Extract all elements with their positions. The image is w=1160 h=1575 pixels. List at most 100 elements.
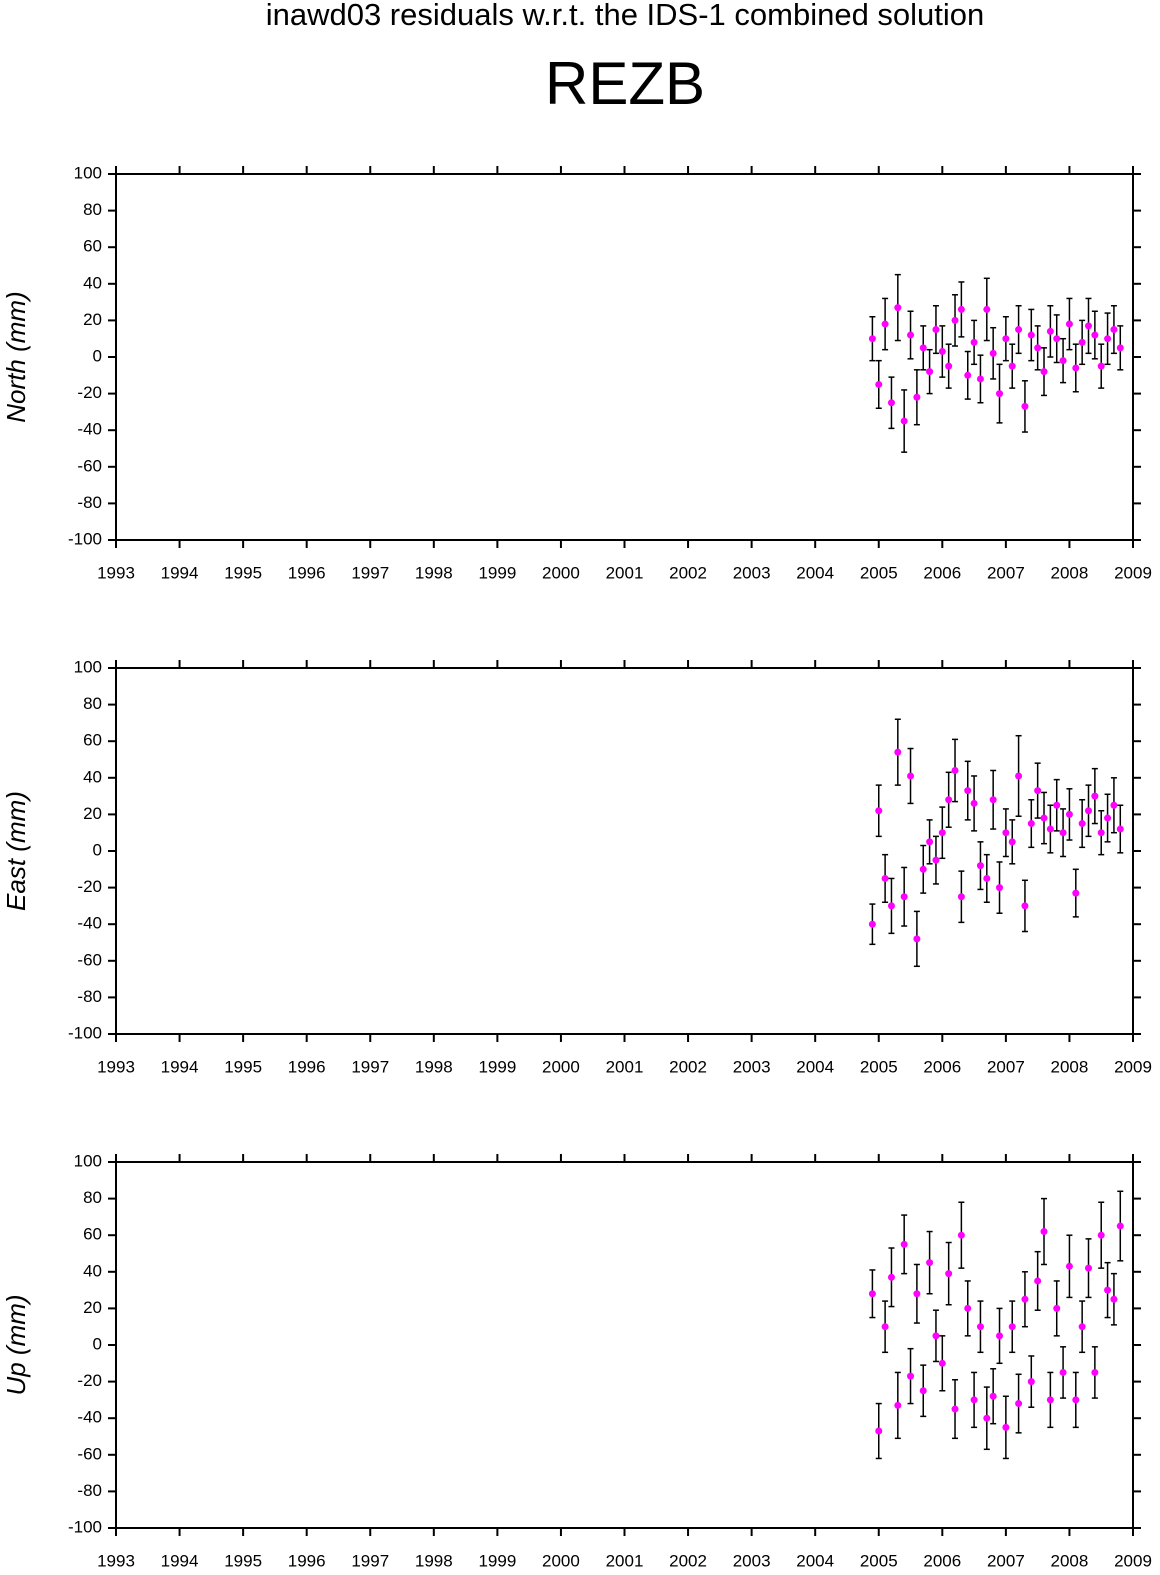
x-tick-label: 1999 (478, 1551, 516, 1570)
x-tick-label: 2001 (606, 1057, 644, 1076)
data-point (926, 838, 934, 846)
data-point (900, 1240, 908, 1248)
x-tick-label: 1993 (97, 563, 135, 582)
x-tick-label: 2002 (669, 1551, 707, 1570)
data-point (1027, 331, 1035, 339)
figure-title: inawd03 residuals w.r.t. the IDS-1 combi… (266, 0, 985, 32)
y-tick-label: 80 (83, 1188, 102, 1207)
data-point (881, 874, 889, 882)
data-point (932, 856, 940, 864)
y-tick-label: -100 (68, 529, 102, 548)
data-point (996, 1332, 1004, 1340)
data-point (945, 1270, 953, 1278)
data-point (964, 1304, 972, 1312)
data-point (951, 766, 959, 774)
x-tick-label: 1993 (97, 1057, 135, 1076)
x-tick-label: 2009 (1114, 563, 1152, 582)
data-point (976, 1323, 984, 1331)
x-tick-label: 1995 (224, 1551, 262, 1570)
data-point (894, 304, 902, 312)
x-tick-label: 1997 (351, 563, 389, 582)
data-point (951, 316, 959, 324)
x-tick-label: 2004 (796, 1057, 834, 1076)
data-point (1034, 787, 1042, 795)
data-point (1021, 1295, 1029, 1303)
data-point (1008, 362, 1016, 370)
x-tick-label: 1996 (288, 1551, 326, 1570)
y-axis-label: North (mm) (1, 291, 31, 422)
data-point (907, 331, 915, 339)
station-name: REZB (545, 50, 705, 117)
data-point (1002, 335, 1010, 343)
data-point (881, 1323, 889, 1331)
x-tick-label: 1999 (478, 563, 516, 582)
y-tick-label: -20 (77, 877, 102, 896)
x-tick-label: 2006 (923, 1551, 961, 1570)
data-point (996, 884, 1004, 892)
y-tick-label: 100 (74, 657, 102, 676)
x-tick-label: 2004 (796, 563, 834, 582)
x-tick-label: 2007 (987, 1057, 1025, 1076)
y-tick-label: -80 (77, 493, 102, 512)
y-tick-label: 20 (83, 1298, 102, 1317)
data-point (1110, 326, 1118, 334)
data-point (1053, 335, 1061, 343)
data-point (926, 1259, 934, 1267)
y-tick-label: 0 (93, 346, 102, 365)
data-point (1002, 829, 1010, 837)
data-point (1065, 1262, 1073, 1270)
data-point (938, 1359, 946, 1367)
data-point (875, 1427, 883, 1435)
y-tick-label: -60 (77, 950, 102, 969)
data-point (932, 1332, 940, 1340)
data-point (976, 375, 984, 383)
data-point (957, 1231, 965, 1239)
data-point (1046, 327, 1054, 335)
data-point (868, 1290, 876, 1298)
data-point (868, 335, 876, 343)
data-point (945, 362, 953, 370)
x-tick-label: 2002 (669, 563, 707, 582)
x-tick-label: 1994 (161, 563, 199, 582)
data-point (1097, 829, 1105, 837)
x-tick-label: 2000 (542, 563, 580, 582)
x-tick-label: 2009 (1114, 1057, 1152, 1076)
y-tick-label: 80 (83, 694, 102, 713)
y-tick-label: 100 (74, 163, 102, 182)
data-point (1097, 1231, 1105, 1239)
x-tick-label: 1996 (288, 563, 326, 582)
data-point (1116, 825, 1124, 833)
y-tick-label: -20 (77, 1371, 102, 1390)
x-tick-label: 1995 (224, 563, 262, 582)
data-point (1072, 889, 1080, 897)
data-point (964, 371, 972, 379)
data-point (919, 865, 927, 873)
data-point (1059, 1368, 1067, 1376)
data-point (989, 1392, 997, 1400)
data-point (983, 1414, 991, 1422)
data-point (945, 796, 953, 804)
x-tick-label: 2001 (606, 1551, 644, 1570)
x-tick-label: 1999 (478, 1057, 516, 1076)
data-point (989, 796, 997, 804)
x-tick-label: 1993 (97, 1551, 135, 1570)
y-tick-label: -40 (77, 420, 102, 439)
data-point (951, 1405, 959, 1413)
data-point (1091, 792, 1099, 800)
data-point (1046, 1396, 1054, 1404)
data-point (1008, 838, 1016, 846)
data-point (913, 393, 921, 401)
y-tick-label: 100 (74, 1151, 102, 1170)
data-point (913, 935, 921, 943)
data-point (1091, 331, 1099, 339)
x-tick-label: 2000 (542, 1551, 580, 1570)
data-point (1040, 368, 1048, 376)
x-tick-label: 1994 (161, 1551, 199, 1570)
data-point (932, 326, 940, 334)
data-point (1104, 1286, 1112, 1294)
y-tick-label: 20 (83, 310, 102, 329)
data-point (1104, 814, 1112, 822)
y-tick-label: 60 (83, 731, 102, 750)
data-point (1021, 902, 1029, 910)
x-tick-label: 1995 (224, 1057, 262, 1076)
